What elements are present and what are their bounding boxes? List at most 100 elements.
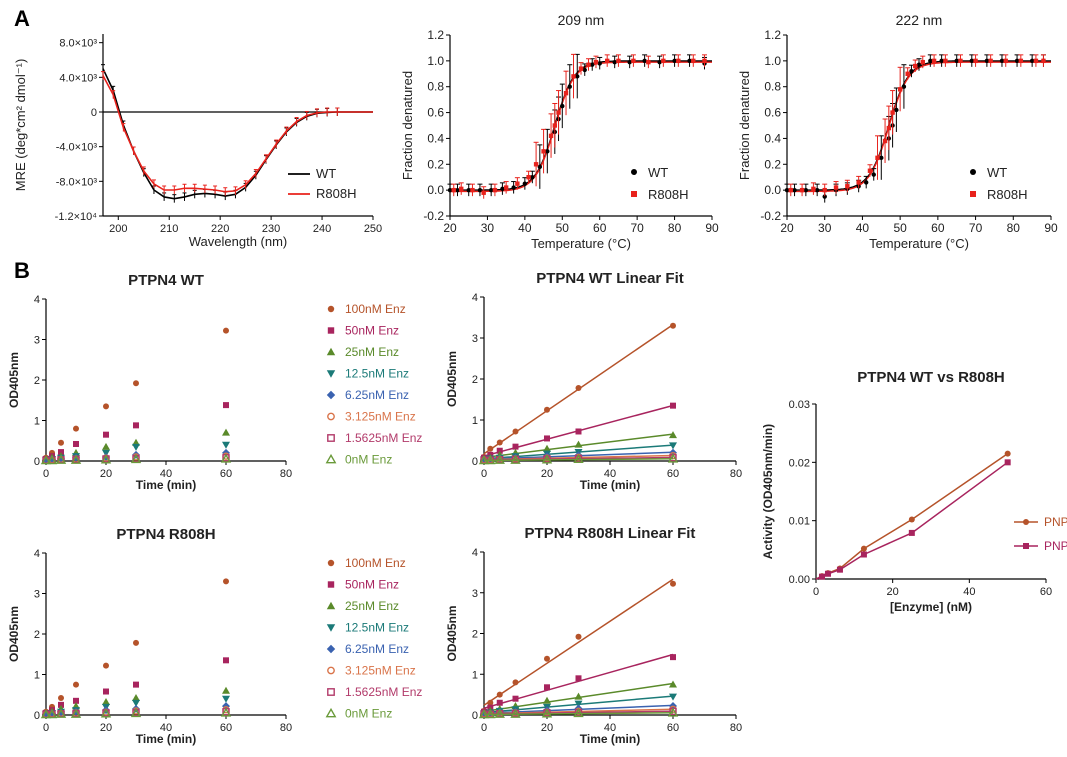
x-tick-label: 90 xyxy=(1044,221,1058,235)
y-tick-label: 1.2 xyxy=(427,28,444,42)
data-point xyxy=(485,455,496,465)
data-point xyxy=(73,440,79,447)
y-tick-label: 0.01 xyxy=(789,516,810,528)
data-point xyxy=(575,385,582,392)
fit-line xyxy=(483,578,674,706)
y-tick-label: 0.6 xyxy=(427,106,444,120)
legend-marker xyxy=(325,453,337,464)
x-tick-label: 60 xyxy=(220,468,232,480)
legend-label: 25nM Enz xyxy=(345,599,399,613)
x-axis-label: Time (min) xyxy=(580,478,640,492)
x-tick-label: 20 xyxy=(100,722,112,734)
y-tick-label: 4.0×10³ xyxy=(59,72,97,84)
legend-label: 12.5nM Enz xyxy=(345,621,409,635)
x-tick-label: 90 xyxy=(705,221,719,235)
y-tick-label: 4 xyxy=(34,548,40,560)
y-tick-label: 1.2 xyxy=(764,28,781,42)
y-tick-label: 3 xyxy=(34,589,40,601)
data-point xyxy=(597,61,602,66)
data-point xyxy=(133,681,139,688)
legend-marker xyxy=(327,559,335,567)
data-point xyxy=(811,186,816,192)
x-tick-label: 80 xyxy=(668,221,682,235)
y-tick-label: -1.2×10⁴ xyxy=(55,211,98,223)
data-point xyxy=(943,58,948,64)
x-tick-label: 0 xyxy=(43,468,49,480)
chart-melt-222: 20 30 40 50 60 70 80 90 -0.2 0.0 0.2 0.4 0.6 0.8 1.0 1.… xyxy=(737,12,1058,251)
legend-marker xyxy=(326,347,336,356)
data-point xyxy=(55,454,67,464)
x-tick-label: 20 xyxy=(443,221,457,235)
data-point xyxy=(545,149,550,154)
legend-label: 6.25nM Enz xyxy=(345,388,409,402)
fit-curve xyxy=(450,60,712,191)
data-point xyxy=(1018,58,1024,64)
x-tick-label: 20 xyxy=(780,221,794,235)
data-point xyxy=(102,698,110,706)
data-point xyxy=(512,443,519,450)
chart-title: PTPN4 WT xyxy=(128,272,204,289)
x-tick-label: 60 xyxy=(220,722,232,734)
data-point xyxy=(575,633,582,640)
data-point xyxy=(567,84,572,89)
x-axis-label: Time (min) xyxy=(136,478,196,492)
data-point xyxy=(548,133,554,139)
y-axis-label: OD405nm xyxy=(445,605,459,661)
y-tick-label: -4.0×10³ xyxy=(56,142,98,154)
fit-line xyxy=(483,458,674,462)
data-point xyxy=(894,107,899,113)
y-tick-label: 0.03 xyxy=(789,399,810,411)
legend-marker xyxy=(1023,543,1029,549)
data-point xyxy=(220,453,232,463)
legend-label: 6.25nM Enz xyxy=(345,642,409,656)
data-point xyxy=(223,578,229,585)
legend-label: WT xyxy=(316,166,336,181)
y-tick-label: 1 xyxy=(34,416,40,428)
y-axis-label: OD405nm xyxy=(7,352,21,408)
data-point xyxy=(575,428,582,435)
legend-marker xyxy=(325,707,337,718)
data-point xyxy=(222,695,230,703)
chart-wt-fit: 0 20 40 60 80 0 1 2 3 4 Time (min) OD405nm PTPN4 WT … xyxy=(445,270,742,492)
fit-curve xyxy=(450,61,712,193)
legend-marker xyxy=(327,581,335,588)
data-point xyxy=(496,447,503,454)
data-point xyxy=(541,149,546,154)
data-point xyxy=(833,185,839,190)
y-tick-label: 0 xyxy=(34,710,40,722)
data-point xyxy=(1004,459,1011,466)
y-tick-label: 3 xyxy=(472,333,478,345)
data-point xyxy=(223,657,229,664)
x-tick-label: 20 xyxy=(100,468,112,480)
data-point xyxy=(222,428,230,436)
legend-label: 1.5625nM Enz xyxy=(345,431,422,445)
legend-marker xyxy=(1023,519,1029,525)
legend-label: R808H xyxy=(648,187,688,202)
data-point xyxy=(492,187,498,193)
data-point xyxy=(667,707,679,717)
x-tick-label: 220 xyxy=(211,223,229,235)
data-point xyxy=(543,444,551,452)
y-tick-label: 4 xyxy=(472,292,478,304)
data-point xyxy=(496,699,503,706)
legend-label: R808H xyxy=(316,186,356,201)
chart-title: PTPN4 R808H Linear Fit xyxy=(525,525,696,542)
y-tick-label: 2 xyxy=(472,374,478,386)
data-point xyxy=(512,428,519,435)
x-tick-label: 40 xyxy=(604,468,616,480)
data-point xyxy=(485,709,496,719)
chart-r808h-scatter: 0 20 40 60 80 0 1 2 3 4 Time (min) OD405nm PTPN4 R80… xyxy=(7,526,422,746)
data-point xyxy=(822,194,827,199)
data-point xyxy=(522,181,528,186)
data-point xyxy=(822,187,827,193)
y-tick-label: 1.0 xyxy=(427,54,444,68)
x-tick-label: 60 xyxy=(667,468,679,480)
legend-marker xyxy=(631,191,637,197)
data-point xyxy=(890,110,895,115)
data-point xyxy=(669,442,677,450)
fit-line xyxy=(483,653,674,709)
x-tick-label: 80 xyxy=(730,468,742,480)
data-point xyxy=(908,529,915,536)
data-point xyxy=(133,639,139,646)
y-tick-label: 0 xyxy=(34,456,40,468)
